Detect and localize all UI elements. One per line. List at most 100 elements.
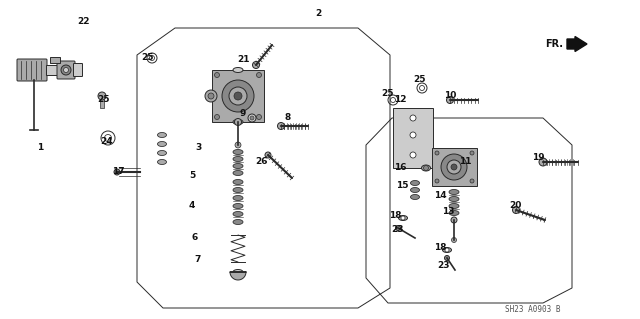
Text: 25: 25 bbox=[413, 76, 426, 85]
Circle shape bbox=[396, 226, 401, 231]
Circle shape bbox=[470, 179, 474, 183]
Ellipse shape bbox=[449, 211, 459, 216]
Ellipse shape bbox=[233, 211, 243, 217]
Text: 6: 6 bbox=[192, 234, 198, 242]
Ellipse shape bbox=[233, 157, 243, 161]
Ellipse shape bbox=[233, 180, 243, 184]
Circle shape bbox=[539, 158, 547, 166]
Text: 18: 18 bbox=[388, 211, 401, 219]
Ellipse shape bbox=[157, 142, 166, 146]
Text: 4: 4 bbox=[189, 201, 195, 210]
Text: 20: 20 bbox=[509, 201, 521, 210]
Ellipse shape bbox=[233, 204, 243, 209]
Ellipse shape bbox=[157, 160, 166, 165]
Text: 25: 25 bbox=[381, 88, 394, 98]
Text: 25: 25 bbox=[98, 95, 110, 105]
Circle shape bbox=[447, 97, 454, 103]
Circle shape bbox=[410, 152, 416, 158]
Circle shape bbox=[222, 80, 254, 112]
Circle shape bbox=[445, 256, 449, 261]
Ellipse shape bbox=[410, 188, 419, 192]
Circle shape bbox=[451, 238, 456, 242]
Circle shape bbox=[435, 151, 439, 155]
Circle shape bbox=[410, 132, 416, 138]
Text: 8: 8 bbox=[285, 114, 291, 122]
Circle shape bbox=[208, 93, 214, 99]
Circle shape bbox=[257, 115, 262, 120]
Text: 12: 12 bbox=[394, 95, 406, 105]
Ellipse shape bbox=[233, 164, 243, 168]
Text: 25: 25 bbox=[141, 54, 154, 63]
Text: 15: 15 bbox=[396, 181, 408, 189]
Circle shape bbox=[234, 92, 242, 100]
Circle shape bbox=[424, 166, 429, 170]
Circle shape bbox=[229, 87, 247, 105]
Text: 19: 19 bbox=[532, 153, 544, 162]
Ellipse shape bbox=[233, 120, 243, 124]
Text: 5: 5 bbox=[189, 170, 195, 180]
Circle shape bbox=[410, 115, 416, 121]
Circle shape bbox=[205, 90, 217, 102]
Circle shape bbox=[265, 152, 271, 158]
Text: 7: 7 bbox=[195, 256, 201, 264]
Text: SH23 A0903 B: SH23 A0903 B bbox=[505, 306, 561, 315]
Text: 3: 3 bbox=[195, 144, 201, 152]
Circle shape bbox=[441, 154, 467, 180]
Circle shape bbox=[114, 169, 120, 175]
Circle shape bbox=[435, 179, 439, 183]
Ellipse shape bbox=[233, 68, 243, 72]
Text: 16: 16 bbox=[394, 164, 406, 173]
Text: FR.: FR. bbox=[545, 39, 563, 49]
Circle shape bbox=[401, 216, 405, 220]
Text: 1: 1 bbox=[37, 144, 43, 152]
Text: 23: 23 bbox=[391, 226, 403, 234]
Text: 24: 24 bbox=[100, 137, 113, 146]
Ellipse shape bbox=[157, 151, 166, 155]
Circle shape bbox=[451, 164, 457, 170]
Text: 22: 22 bbox=[77, 18, 89, 26]
Circle shape bbox=[248, 114, 256, 122]
Ellipse shape bbox=[233, 188, 243, 192]
Text: 26: 26 bbox=[256, 158, 268, 167]
Circle shape bbox=[445, 248, 449, 252]
Circle shape bbox=[63, 68, 68, 72]
Text: 17: 17 bbox=[112, 167, 124, 176]
Circle shape bbox=[61, 65, 71, 75]
Text: 23: 23 bbox=[436, 261, 449, 270]
Text: 11: 11 bbox=[459, 158, 471, 167]
Text: 2: 2 bbox=[315, 10, 321, 19]
FancyBboxPatch shape bbox=[57, 61, 75, 79]
Ellipse shape bbox=[233, 170, 243, 175]
Ellipse shape bbox=[422, 165, 431, 171]
Text: 18: 18 bbox=[434, 243, 446, 253]
Circle shape bbox=[447, 160, 461, 174]
Circle shape bbox=[470, 151, 474, 155]
Circle shape bbox=[214, 72, 220, 78]
Bar bbox=[50, 57, 60, 63]
Circle shape bbox=[235, 142, 241, 148]
Circle shape bbox=[451, 217, 457, 223]
Text: 14: 14 bbox=[434, 190, 446, 199]
FancyArrow shape bbox=[567, 36, 587, 51]
Circle shape bbox=[214, 115, 220, 120]
Ellipse shape bbox=[233, 270, 243, 275]
Bar bbox=[212, 70, 264, 122]
FancyBboxPatch shape bbox=[17, 59, 47, 81]
Ellipse shape bbox=[449, 204, 459, 209]
Ellipse shape bbox=[233, 150, 243, 154]
Bar bbox=[432, 148, 477, 186]
Circle shape bbox=[513, 206, 520, 213]
Circle shape bbox=[234, 118, 241, 125]
Ellipse shape bbox=[233, 219, 243, 225]
Text: 13: 13 bbox=[442, 207, 454, 217]
Circle shape bbox=[98, 92, 106, 100]
Bar bbox=[46, 65, 58, 75]
Bar bbox=[100, 98, 104, 108]
Bar bbox=[393, 108, 433, 168]
Circle shape bbox=[278, 122, 285, 130]
Circle shape bbox=[250, 116, 254, 120]
Ellipse shape bbox=[449, 197, 459, 202]
Text: 21: 21 bbox=[237, 56, 249, 64]
Ellipse shape bbox=[233, 196, 243, 201]
FancyBboxPatch shape bbox=[74, 63, 83, 77]
